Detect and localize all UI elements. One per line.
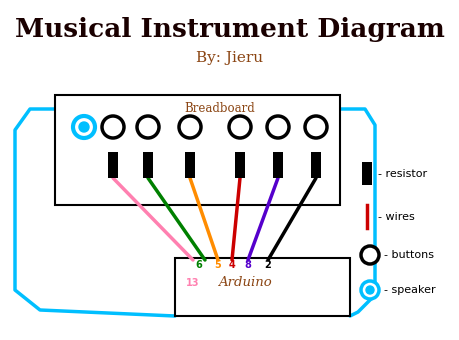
Text: 4: 4 xyxy=(229,260,235,270)
Text: Musical Instrument Diagram: Musical Instrument Diagram xyxy=(15,17,444,42)
Bar xyxy=(143,152,153,178)
Text: 8: 8 xyxy=(245,260,252,270)
Text: - speaker: - speaker xyxy=(384,285,436,295)
Bar xyxy=(185,152,195,178)
Text: - wires: - wires xyxy=(378,212,415,222)
Text: 6: 6 xyxy=(196,260,202,270)
Bar xyxy=(108,152,118,178)
Circle shape xyxy=(102,116,124,138)
Bar xyxy=(273,152,283,178)
Circle shape xyxy=(137,116,159,138)
Circle shape xyxy=(267,116,289,138)
Circle shape xyxy=(361,281,379,299)
Text: - buttons: - buttons xyxy=(384,250,434,260)
Circle shape xyxy=(361,246,379,264)
Text: Arduino: Arduino xyxy=(218,276,272,289)
Circle shape xyxy=(79,122,89,132)
Circle shape xyxy=(305,116,327,138)
Text: 5: 5 xyxy=(215,260,221,270)
Bar xyxy=(311,152,321,178)
Text: 13: 13 xyxy=(186,278,200,288)
Text: Breadboard: Breadboard xyxy=(185,102,255,115)
Bar xyxy=(55,95,340,205)
Bar xyxy=(175,258,350,316)
Text: - resistor: - resistor xyxy=(378,169,427,179)
Text: 2: 2 xyxy=(265,260,271,270)
Text: By: Jieru: By: Jieru xyxy=(196,51,263,65)
Circle shape xyxy=(366,286,374,294)
Circle shape xyxy=(179,116,201,138)
Bar xyxy=(235,152,245,178)
Bar xyxy=(362,162,372,185)
Circle shape xyxy=(229,116,251,138)
Circle shape xyxy=(73,116,95,138)
